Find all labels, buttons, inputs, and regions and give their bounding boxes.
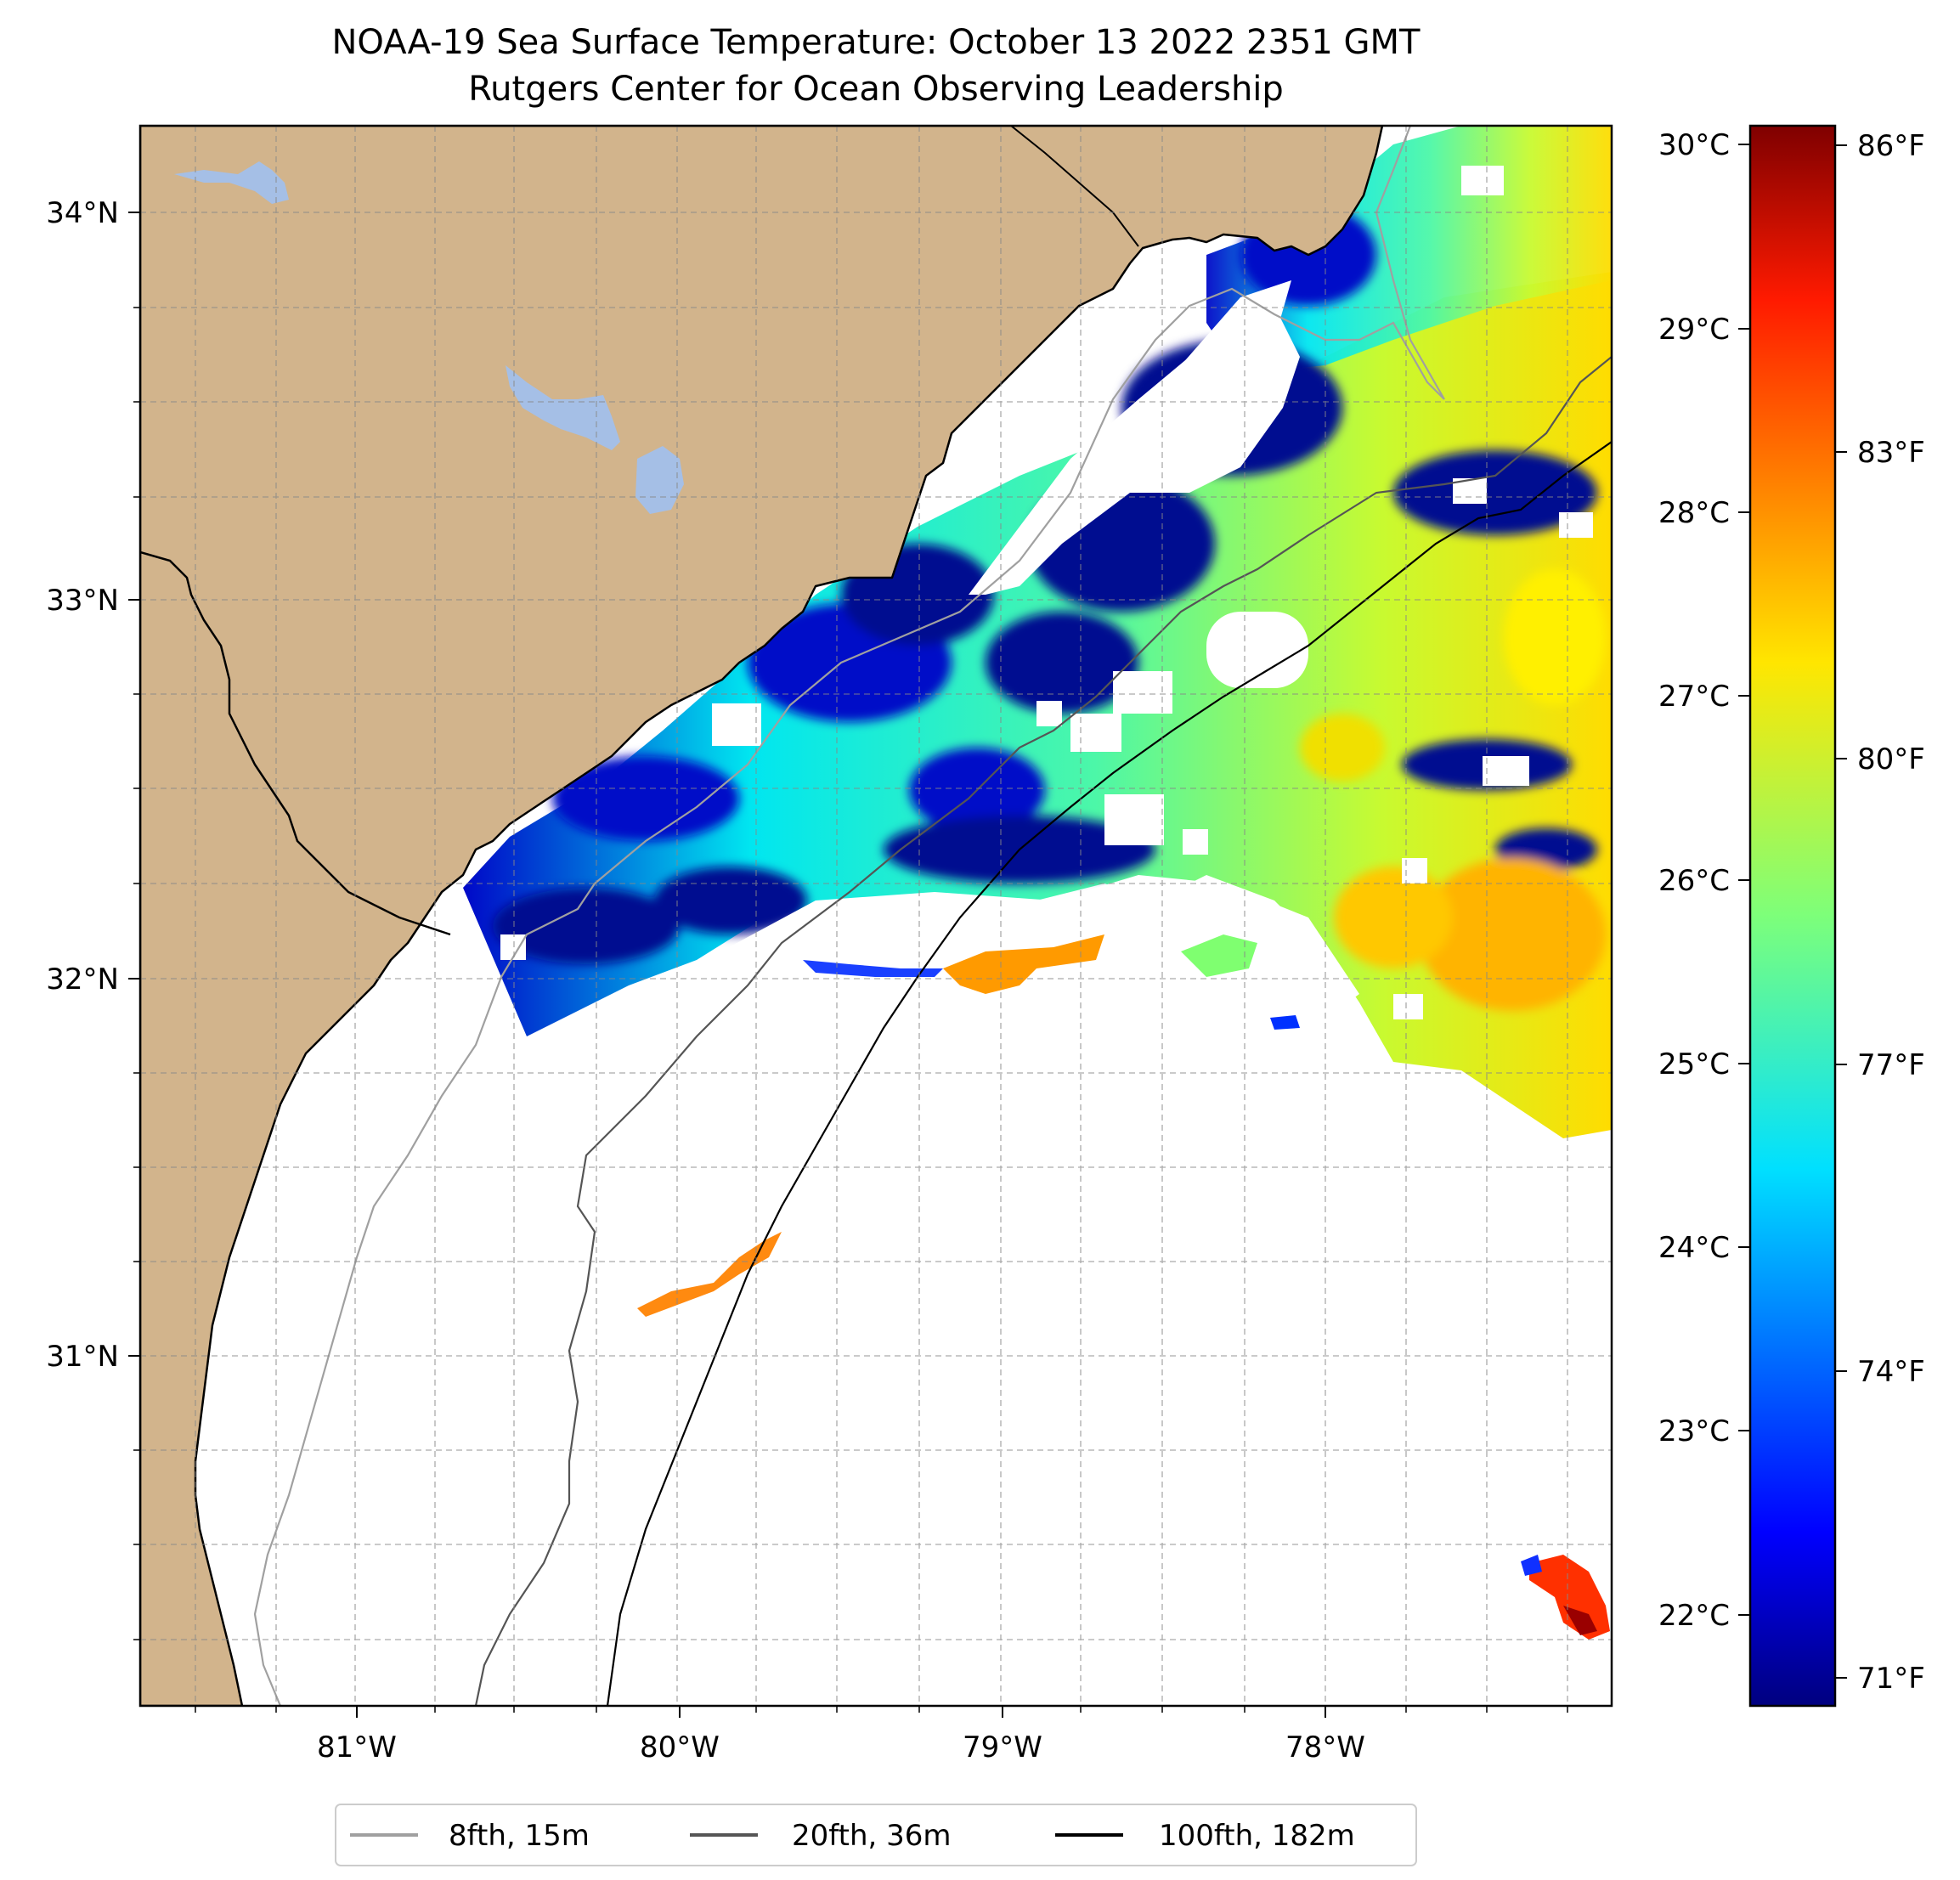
title-line-1: NOAA-19 Sea Surface Temperature: October… [332,23,1421,62]
warm-patch [1419,858,1606,1011]
no-data-gap [1104,794,1164,845]
no-data-gap [1206,612,1308,688]
map-panel [140,126,1612,1706]
colorbar-fahrenheit-label: 74°F [1857,1355,1925,1389]
colorbar-celsius-label: 26°C [1658,864,1730,898]
warm-filament [803,960,943,977]
warm-filament [637,1232,782,1317]
colorbar-celsius-label: 22°C [1658,1599,1730,1633]
x-axis: 81°W 80°W 79°W 78°W [195,1706,1568,1764]
lat-tick-label: 33°N [46,584,119,618]
no-data-gap [1483,756,1529,786]
warm-filament [943,934,1104,994]
legend-label-8fth: 8fth, 15m [449,1819,590,1853]
no-data-gap [1113,671,1172,714]
lat-tick-label: 32°N [46,963,119,996]
colorbar-celsius-label: 27°C [1658,680,1730,714]
title-line-2: Rutgers Center for Ocean Observing Leade… [468,70,1284,109]
colorbar-fahrenheit-label: 77°F [1857,1048,1925,1082]
warm-filament [1563,1606,1597,1635]
cold-patch [1393,450,1597,535]
sst-northeast-band [1206,126,1612,374]
y-axis: 31°N 32°N 33°N 34°N [46,196,140,1640]
legend: 8fth, 15m 20fth, 36m 100fth, 182m [335,1804,1417,1866]
colorbar-fahrenheit-label: 83°F [1857,436,1925,470]
no-data-gap [1070,714,1121,752]
legend-label-20fth: 20fth, 36m [792,1819,952,1853]
colorbar-fahrenheit-label: 80°F [1857,742,1925,776]
warm-filament [1181,934,1257,977]
colorbar: 22°C 23°C 24°C 25°C 26°C 27°C 28°C 29°C … [1658,124,1925,1708]
colorbar-fahrenheit-label: 86°F [1857,129,1925,163]
warm-patch [1334,867,1453,968]
gridlines [140,126,1612,1706]
state-border [140,550,451,936]
warm-filament [1270,1015,1300,1030]
warm-patch [1504,569,1606,705]
cold-patch [986,612,1138,714]
cold-patch [493,888,680,964]
no-data-gap [969,306,1300,595]
legend-box [335,1804,1417,1866]
warm-patch [1300,714,1385,782]
lat-tick-label: 34°N [46,196,119,230]
colorbar-celsius-label: 25°C [1658,1047,1730,1081]
no-data-gap [1559,512,1593,538]
lake-north [174,161,289,204]
colorbar-celsius-label: 24°C [1658,1231,1730,1265]
sst-data-field [463,126,1612,1640]
lat-tick-label: 31°N [46,1340,119,1374]
lake-marion [506,365,620,450]
no-data-gap [1183,829,1208,855]
lon-tick-label: 78°W [1285,1730,1365,1764]
isobath-20fth-36m [474,356,1612,1706]
colorbar-fahrenheit-label: 71°F [1857,1662,1925,1696]
state-border-2 [1010,126,1139,247]
cold-patch [552,756,739,841]
colorbar-celsius-label: 29°C [1658,313,1730,347]
lon-tick-label: 80°W [640,1730,720,1764]
no-data-gap [629,875,1359,1019]
isobath-100fth-182m [606,441,1612,1706]
colorbar-celsius-label: 28°C [1658,496,1730,530]
legend-label-100fth: 100fth, 182m [1159,1819,1355,1853]
colorbar-celsius-label: 23°C [1658,1414,1730,1448]
lon-tick-label: 79°W [963,1730,1042,1764]
no-data-gap [1393,994,1423,1019]
colorbar-celsius-label: 30°C [1658,128,1730,162]
warm-filament [1521,1555,1542,1576]
map-frame [138,124,1613,1708]
no-data-gap [1036,701,1062,726]
no-data-gap [1461,166,1504,195]
lon-tick-label: 81°W [317,1730,397,1764]
no-data-gap [1181,280,1291,365]
colorbar-gradient [1748,124,1837,1708]
isobath-8fth-15m [253,126,1445,1706]
no-data-gap [712,703,761,746]
